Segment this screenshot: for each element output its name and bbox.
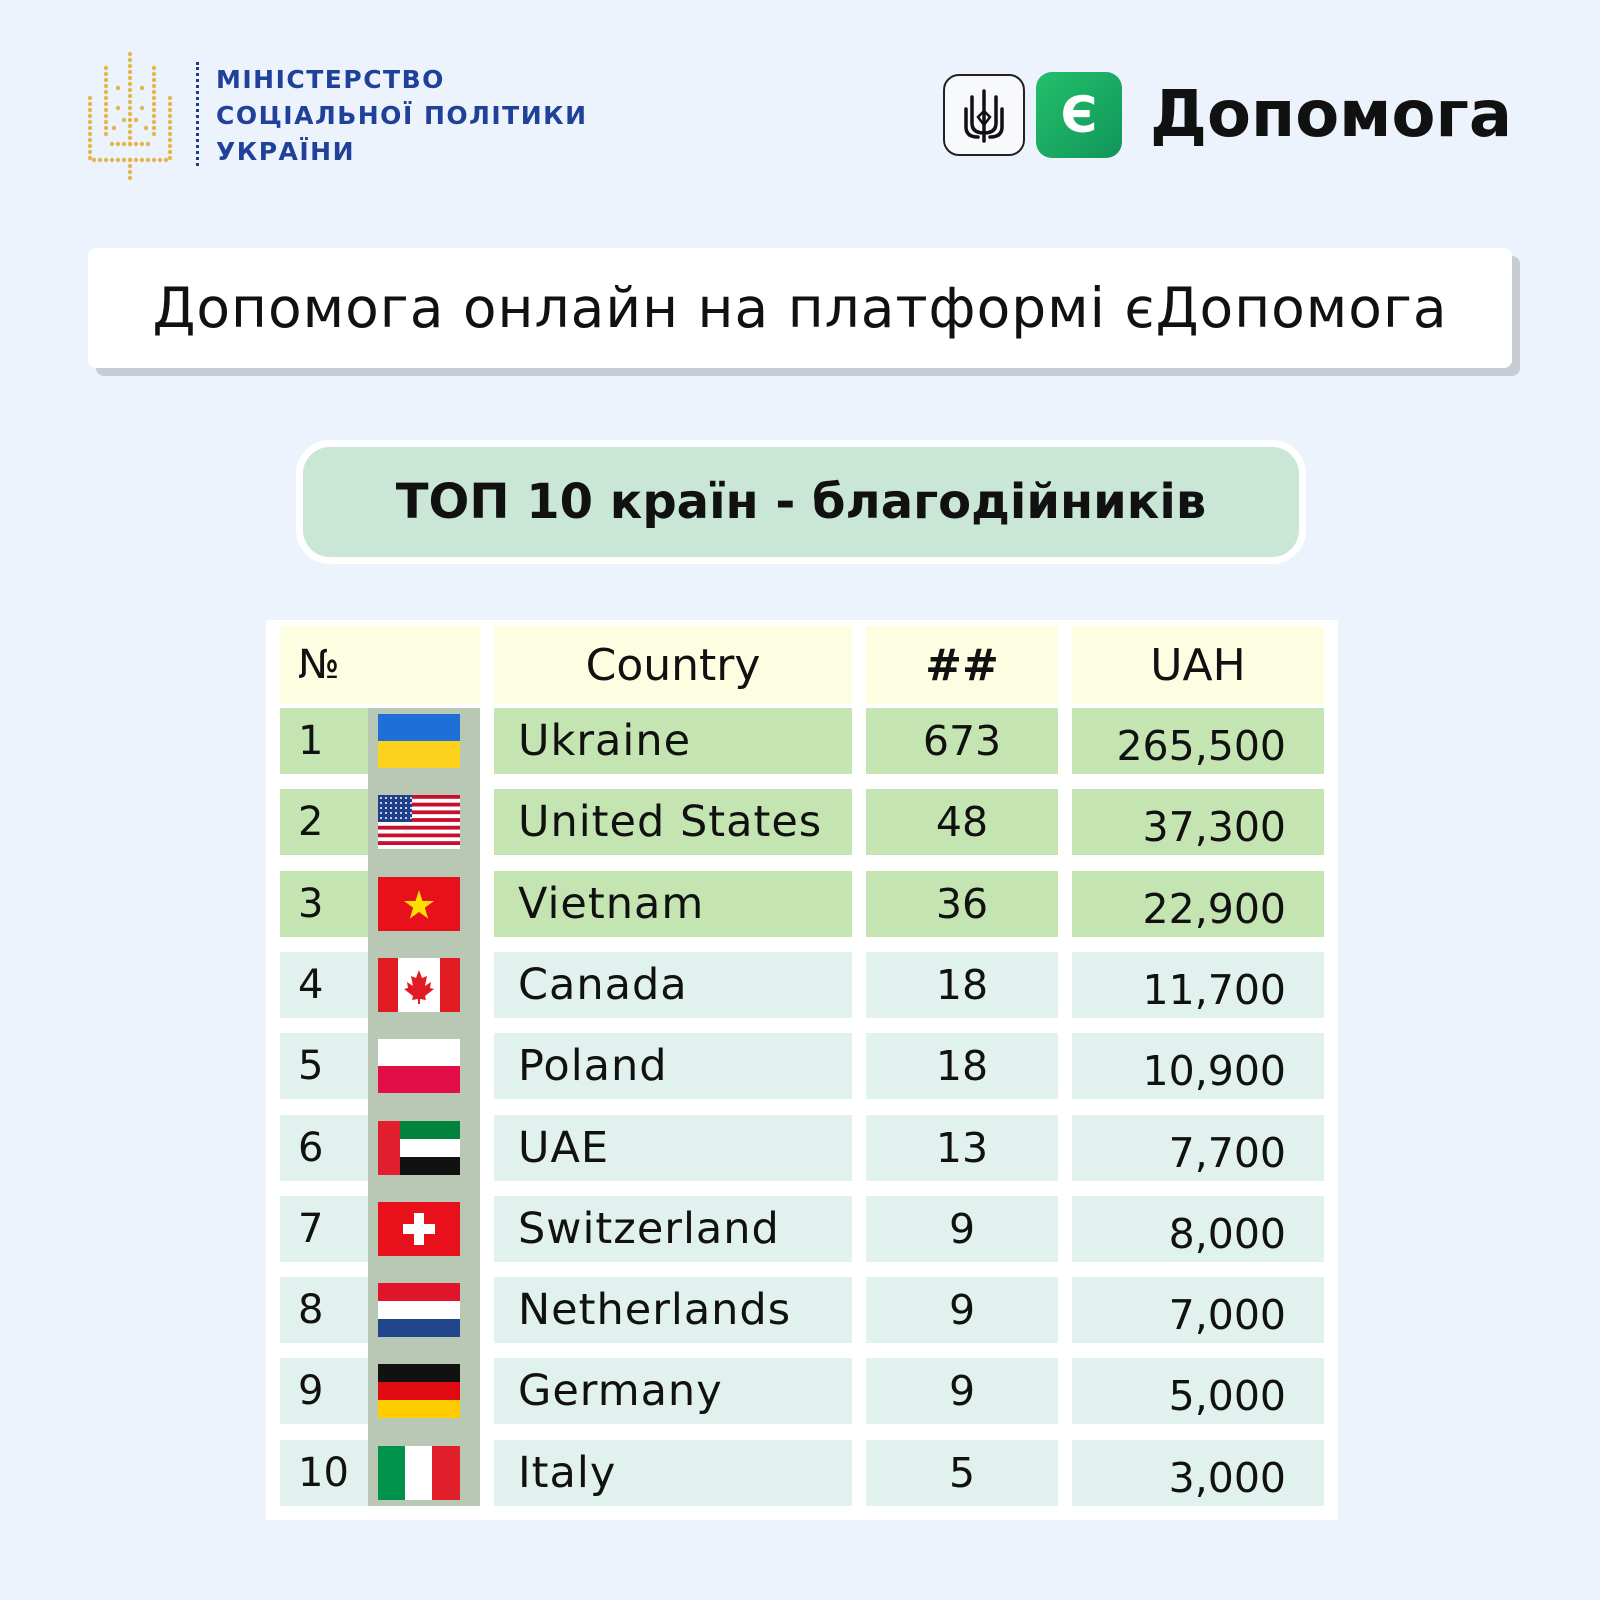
ukraine-flag-icon: [378, 714, 460, 768]
title-card: Допомога онлайн на платформі єДопомога: [88, 248, 1512, 368]
row-country: Vietnam: [494, 870, 852, 937]
row-number: 5: [280, 1033, 368, 1100]
netherlands-flag-icon: [378, 1283, 460, 1338]
row-country: Canada: [494, 951, 852, 1018]
column-header-count: ##: [866, 626, 1058, 704]
vietnam-flag-icon: [378, 876, 460, 931]
row-uah: 10,900: [1072, 1033, 1324, 1100]
uae-flag-icon: [378, 1120, 460, 1175]
trident-dots-icon: [87, 51, 173, 181]
row-country: Poland: [494, 1033, 852, 1100]
row-uah: 37,300: [1072, 789, 1324, 856]
row-country: Italy: [494, 1439, 852, 1506]
row-count: 18: [866, 951, 1058, 1018]
brand-name: Допомога: [1150, 78, 1513, 152]
row-number: 7: [280, 1195, 368, 1262]
ministry-line-3: УКРАЇНИ: [216, 137, 356, 166]
row-count: 36: [866, 870, 1058, 937]
header-divider: [196, 62, 199, 166]
row-country: United States: [494, 789, 852, 856]
row-country: Germany: [494, 1358, 852, 1425]
e-dopomoga-logo-letter: Є: [1060, 86, 1098, 144]
row-uah: 7,000: [1072, 1277, 1324, 1344]
page-title: Допомога онлайн на платформі єДопомога: [152, 276, 1448, 340]
row-count: 673: [866, 708, 1058, 774]
italy-flag-icon: [378, 1445, 460, 1500]
column-header-country: Country: [494, 626, 852, 704]
column-header-number: №: [280, 626, 480, 704]
row-uah: 3,000: [1072, 1439, 1324, 1506]
row-count: 18: [866, 1033, 1058, 1100]
usa-flag-icon: [378, 795, 460, 850]
switzerland-flag-icon: [378, 1201, 460, 1256]
row-uah: 22,900: [1072, 870, 1324, 937]
ministry-line-2: СОЦІАЛЬНОЇ ПОЛІТИКИ: [216, 101, 588, 130]
row-uah: 265,500: [1072, 708, 1324, 774]
row-number: 8: [280, 1277, 368, 1344]
poland-flag-icon: [378, 1039, 460, 1094]
row-country: Netherlands: [494, 1277, 852, 1344]
row-count: 5: [866, 1439, 1058, 1506]
ministry-name: МІНІСТЕРСТВО СОЦІАЛЬНОЇ ПОЛІТИКИ УКРАЇНИ: [216, 62, 588, 170]
row-uah: 7,700: [1072, 1114, 1324, 1181]
trident-icon: [964, 89, 1004, 143]
row-number: 4: [280, 951, 368, 1018]
row-number: 1: [280, 708, 368, 774]
header: МІНІСТЕРСТВО СОЦІАЛЬНОЇ ПОЛІТИКИ УКРАЇНИ…: [0, 0, 1600, 220]
row-count: 48: [866, 789, 1058, 856]
row-count: 13: [866, 1114, 1058, 1181]
row-count: 9: [866, 1358, 1058, 1425]
row-country: Ukraine: [494, 708, 852, 774]
row-count: 9: [866, 1277, 1058, 1344]
ministry-line-1: МІНІСТЕРСТВО: [216, 65, 445, 94]
row-number: 2: [280, 789, 368, 856]
table-subtitle: ТОП 10 країн - благодійників: [395, 474, 1207, 530]
row-uah: 5,000: [1072, 1358, 1324, 1425]
canada-flag-icon: [378, 957, 460, 1012]
row-count: 9: [866, 1195, 1058, 1262]
donor-countries-table: № Country ## UAH 1 Ukraine 673 265,500 2 Unit…: [266, 620, 1338, 1520]
row-country: Switzerland: [494, 1195, 852, 1262]
e-dopomoga-logo-icon: Є: [1036, 72, 1122, 158]
germany-flag-icon: [378, 1364, 460, 1419]
row-uah: 8,000: [1072, 1195, 1324, 1262]
column-header-uah: UAH: [1072, 626, 1324, 704]
subtitle-pill: ТОП 10 країн - благодійників: [296, 440, 1306, 564]
trident-badge: [943, 74, 1025, 156]
row-number: 10: [280, 1439, 368, 1506]
row-uah: 11,700: [1072, 951, 1324, 1018]
row-number: 9: [280, 1358, 368, 1425]
row-country: UAE: [494, 1114, 852, 1181]
row-number: 6: [280, 1114, 368, 1181]
row-number: 3: [280, 870, 368, 937]
